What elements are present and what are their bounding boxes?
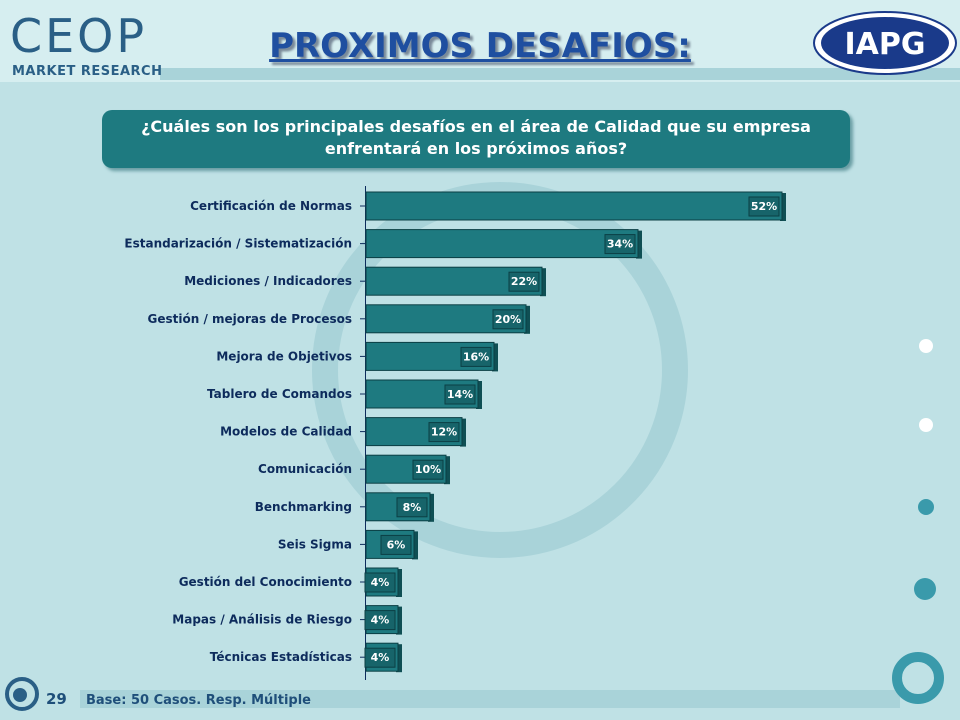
value-label: 20% <box>495 313 521 326</box>
value-box <box>364 572 396 593</box>
iapg-logo: IAPG <box>813 11 957 75</box>
value-box <box>460 346 492 367</box>
value-label: 10% <box>415 463 441 476</box>
decorative-circle-icon <box>5 677 39 711</box>
decorative-dot <box>919 418 933 432</box>
value-label: 34% <box>607 238 633 251</box>
question-line-1: ¿Cuáles son los principales desafíos en … <box>141 117 811 136</box>
ceop-logo-subtitle: MARKET RESEARCH <box>12 64 163 79</box>
value-label: 14% <box>447 388 473 401</box>
page-title: PROXIMOS DESAFIOS: <box>269 26 691 66</box>
value-label: 8% <box>403 501 422 514</box>
bar-chart: Certificación de Normas 52% Estandarizació… <box>124 186 786 680</box>
value-box <box>380 534 412 555</box>
value-label: 4% <box>371 614 390 627</box>
category-label: Técnicas Estadísticas <box>210 650 352 664</box>
category-label: Modelos de Calidad <box>220 425 352 439</box>
question-banner: ¿Cuáles son los principales desafíos en … <box>102 110 850 168</box>
base-note: Base: 50 Casos. Resp. Múltiple <box>86 693 311 708</box>
value-label: 4% <box>371 651 390 664</box>
bar-end-cap <box>540 268 546 297</box>
bar-end-cap <box>476 381 482 409</box>
category-label: Mediciones / Indicadores <box>184 274 352 288</box>
category-label: Mapas / Análisis de Riesgo <box>172 613 352 627</box>
value-label: 6% <box>387 538 406 551</box>
bar-end-cap <box>396 569 402 597</box>
value-box <box>444 384 476 405</box>
category-label: Benchmarking <box>255 500 352 514</box>
value-box <box>748 196 780 217</box>
decorative-dot <box>914 578 936 600</box>
value-label: 16% <box>463 350 489 363</box>
decorative-ring-small <box>892 652 944 704</box>
value-box <box>604 234 636 255</box>
bar-end-cap <box>444 456 450 485</box>
decorative-dot <box>918 499 934 515</box>
value-box <box>364 647 396 668</box>
category-label: Comunicación <box>258 462 352 476</box>
value-label: 22% <box>511 275 537 288</box>
category-label: Mejora de Objetivos <box>216 349 352 363</box>
bar-end-cap <box>524 305 530 334</box>
category-label: Estandarización / Sistematización <box>124 237 352 251</box>
bar-end-cap <box>636 230 642 259</box>
bar-end-cap <box>428 493 434 522</box>
question-line-2: enfrentará en los próximos años? <box>324 139 628 158</box>
value-box <box>412 459 444 480</box>
bar-end-cap <box>460 418 466 447</box>
bar <box>365 191 783 221</box>
bar-end-cap <box>780 193 786 221</box>
value-label: 4% <box>371 576 390 589</box>
bar-end-cap <box>492 343 498 372</box>
value-box <box>508 271 540 292</box>
decorative-dot <box>919 339 933 353</box>
category-label: Seis Sigma <box>278 537 352 551</box>
category-label: Certificación de Normas <box>190 199 352 213</box>
page-number: 29 <box>46 690 67 708</box>
bar <box>365 229 639 259</box>
value-box <box>428 422 460 443</box>
ceop-logo: CEOP MARKET RESEARCH <box>8 8 168 80</box>
value-label: 12% <box>431 426 457 439</box>
bar-end-cap <box>396 606 402 635</box>
question-text: ¿Cuáles son los principales desafíos en … <box>102 116 850 160</box>
bar-end-cap <box>412 531 418 560</box>
category-label: Gestión del Conocimiento <box>179 575 352 589</box>
value-box <box>364 610 396 631</box>
value-box <box>492 309 524 330</box>
category-label: Tablero de Comandos <box>207 387 352 401</box>
header-stripe <box>160 68 960 80</box>
iapg-logo-text: IAPG <box>845 27 926 62</box>
ceop-logo-text: CEOP <box>10 9 148 63</box>
category-label: Gestión / mejoras de Procesos <box>148 312 353 326</box>
footer-stripe <box>80 690 900 708</box>
bar-end-cap <box>396 644 402 673</box>
value-box <box>396 497 428 518</box>
value-label: 52% <box>751 200 777 213</box>
